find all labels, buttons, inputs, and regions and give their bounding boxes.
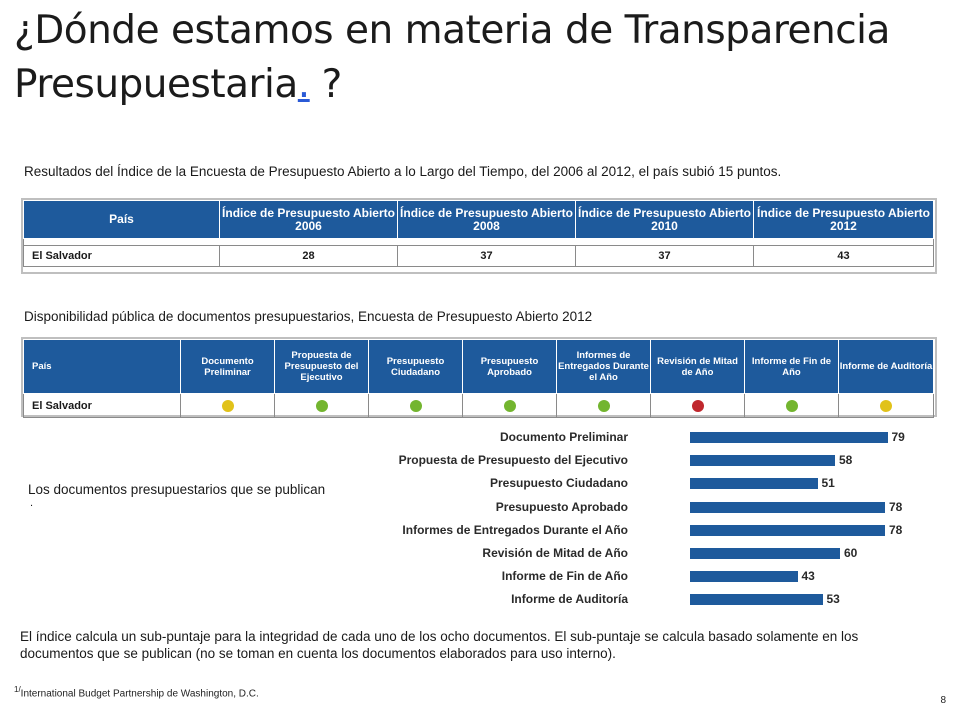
header-propuesta-ejecutivo: Propuesta de Presupuesto del Ejecutivo	[274, 339, 369, 394]
bar-label: Propuesta de Presupuesto del Ejecutivo	[398, 453, 628, 468]
bar-label: Presupuesto Ciudadano	[489, 476, 628, 491]
bar-label: Informe de Fin de Año	[501, 569, 628, 584]
table-row: El Salvador	[23, 393, 934, 418]
status-dot-informe-fin	[785, 399, 798, 412]
bar	[690, 432, 888, 443]
methodology-paragraph: El índice calcula un sub-puntaje para la…	[20, 629, 859, 661]
cell-obi-2008: 37	[397, 245, 576, 267]
table-row: El Salvador 28 37 37 43	[23, 245, 934, 267]
caption-obi-history: Resultados del Índice de la Encuesta de …	[24, 164, 782, 179]
page-title: ¿Dónde estamos en materia de Transparenc…	[14, 4, 944, 112]
bar	[690, 455, 835, 467]
header-presupuesto-aprobado: Presupuesto Aprobado	[462, 339, 557, 394]
bar-label: Revisión de Mitad de Año	[482, 546, 628, 560]
cell-country: El Salvador	[23, 245, 220, 267]
document-scores-chart: Documento Preliminar 79 Propuesta de Presu…	[399, 428, 940, 613]
cell-obi-2006: 28	[219, 245, 398, 267]
cell-obi-2012: 43	[753, 245, 934, 267]
header-obi-2012: Índice de Presupuesto Abierto 2012	[753, 200, 934, 239]
availability-table: País Documento Preliminar Propuesta de P…	[23, 339, 934, 418]
bar-value-label: 60	[844, 546, 858, 560]
bar-value-label: 43	[801, 569, 815, 584]
bar-value-label: 58	[839, 453, 853, 468]
header-informe-auditoria: Informe de Auditoría	[838, 339, 934, 394]
cell-obi-2010: 37	[575, 245, 754, 267]
bar-label: Documento Preliminar	[499, 430, 628, 444]
cell-country: El Salvador	[23, 393, 181, 418]
status-dot-presupuesto-ciudadano	[409, 399, 422, 412]
footnote-mark: 1/	[14, 685, 21, 694]
bar	[690, 571, 798, 583]
header-pais: País	[23, 200, 220, 239]
header-pais: País	[23, 339, 181, 394]
obi-history-table: País Índice de Presupuesto Abierto 2006 …	[23, 200, 934, 267]
header-documento-preliminar: Documento Preliminar	[180, 339, 275, 394]
header-presupuesto-ciudadano: Presupuesto Ciudadano	[368, 339, 463, 394]
header-obi-2008: Índice de Presupuesto Abierto 2008	[397, 200, 576, 239]
caption-availability: Disponibilidad pública de documentos pre…	[24, 309, 593, 324]
bar	[690, 478, 818, 490]
page-title-question: ?	[321, 62, 343, 107]
footnote: 1/International Budget Partnership de Wa…	[14, 685, 259, 699]
status-dot-informes-entregados	[597, 399, 610, 412]
bar	[690, 501, 885, 513]
bar-label: Presupuesto Aprobado	[495, 499, 628, 514]
bar-value-label: 78	[889, 522, 903, 537]
bar	[690, 524, 885, 536]
page-title-text: ¿Dónde estamos en materia de Transparenc…	[14, 8, 890, 107]
header-obi-2006: Índice de Presupuesto Abierto 2006	[219, 200, 398, 239]
bar-label: Informe de Auditoría	[511, 592, 628, 607]
status-dot-documento-preliminar	[221, 399, 234, 412]
status-dot-revision-mitad	[691, 399, 704, 412]
bar-value-label: 79	[891, 430, 905, 444]
page-number: 8	[940, 695, 946, 706]
bar	[690, 594, 823, 606]
bar	[690, 548, 840, 559]
bar-value-label: 78	[889, 499, 903, 514]
header-informes-entregados: Informes de Entregados Durante el Año	[556, 339, 651, 394]
status-dot-presupuesto-aprobado	[503, 399, 516, 412]
header-revision-mitad: Revisión de Mitad de Año	[650, 339, 745, 394]
page-title-link[interactable]: .	[297, 62, 310, 107]
obi-table-frame	[21, 198, 937, 274]
caption-published-docs-dot: .	[30, 497, 34, 509]
footnote-text: International Budget Partnership de Wash…	[20, 688, 259, 700]
status-dot-propuesta-ejecutivo	[315, 399, 328, 412]
status-dot-informe-auditoria	[880, 399, 892, 412]
caption-published-docs: Los documentos presupuestarios que se pu…	[28, 482, 326, 497]
bar-label: Informes de Entregados Durante el Año	[402, 522, 628, 537]
header-informe-fin: Informe de Fin de Año	[744, 339, 839, 394]
header-obi-2010: Índice de Presupuesto Abierto 2010	[575, 200, 754, 239]
bar-value-label: 53	[826, 592, 840, 607]
bar-value-label: 51	[821, 476, 835, 491]
